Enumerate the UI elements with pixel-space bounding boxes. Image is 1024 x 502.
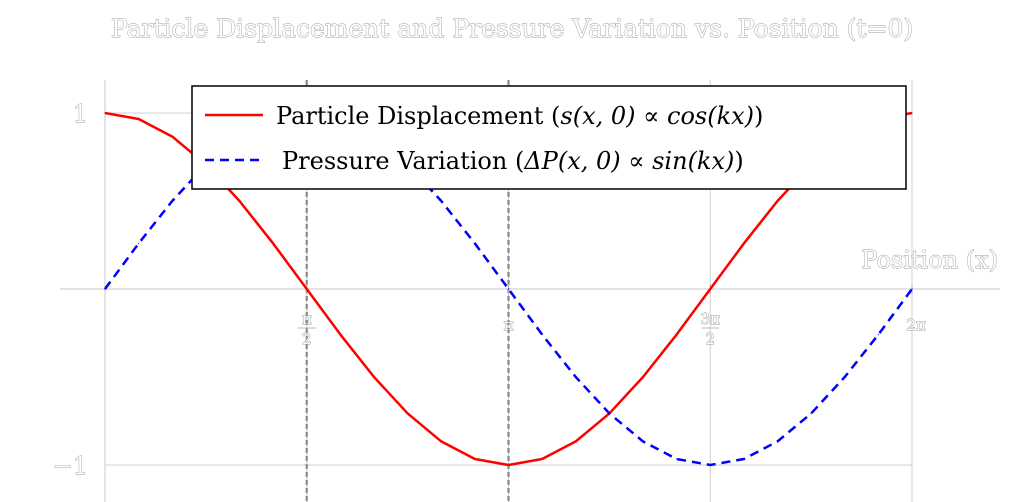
legend-pressure-formula: ΔP(x, 0) ∝ sin(kx) (523, 147, 734, 175)
series-1-point-23 (877, 333, 879, 336)
legend-entry-displacement: Particle Displacement (s(x, 0) ∝ cos(kx)… (276, 102, 763, 130)
series-1-point-1 (138, 242, 140, 245)
y-tick-label-1: −1 (53, 452, 88, 480)
legend-displacement-suffix: ) (754, 102, 763, 130)
series-1-point-24 (911, 288, 913, 290)
legend-pressure-suffix: ) (734, 147, 743, 175)
x-tick-denominator-2: 2 (705, 330, 715, 348)
series-1-point-12 (507, 288, 510, 290)
legend-box (191, 85, 907, 190)
series-1-point-14 (575, 376, 577, 378)
x-tick-denominator-0: 2 (302, 330, 312, 348)
series-0-point-5 (272, 242, 274, 245)
series-0-point-8 (373, 376, 375, 378)
x-tick-label-1: π (504, 316, 514, 334)
series-0-point-10 (440, 440, 442, 443)
y-tick-label-0: 1 (73, 100, 88, 128)
series-0-point-12 (507, 464, 510, 466)
series-0-point-20 (776, 200, 779, 202)
series-1-point-10 (440, 200, 442, 202)
series-0-point-11 (474, 458, 476, 460)
series-0-point-13 (541, 458, 543, 460)
series-0-point-2 (171, 135, 173, 138)
series-1-point-18 (709, 464, 711, 466)
series-0-point-0 (104, 112, 106, 114)
series-1-point-2 (171, 200, 173, 202)
series-1-point-21 (810, 412, 812, 415)
legend-displacement-formula: s(x, 0) ∝ cos(kx) (560, 102, 754, 130)
legend: Particle Displacement (s(x, 0) ∝ cos(kx)… (191, 85, 907, 190)
series-1-point-19 (743, 458, 745, 460)
series-1-point-11 (474, 242, 476, 245)
x-tick-label-3: 2π (906, 316, 926, 334)
series-1-point-20 (776, 440, 779, 443)
series-1-point-17 (676, 458, 678, 460)
series-0-point-6 (306, 288, 308, 290)
series-0-point-18 (709, 288, 711, 290)
legend-pressure-prefix: Pressure Variation ( (282, 147, 524, 175)
series-0-point-14 (575, 440, 577, 443)
series-0-point-19 (743, 242, 745, 245)
series-1-point-13 (541, 333, 543, 336)
chart-title: Particle Displacement and Pressure Varia… (111, 14, 913, 43)
series-1-point-15 (608, 412, 610, 415)
series-0-point-17 (676, 333, 678, 336)
series-0-point-16 (642, 376, 644, 378)
series-0-point-7 (339, 333, 341, 336)
x-tick-numerator-0: π (302, 310, 312, 328)
legend-entry-pressure: Pressure Variation (ΔP(x, 0) ∝ sin(kx)) (282, 147, 744, 175)
series-1-point-0 (104, 288, 106, 290)
x-axis-label: Position (x) (861, 246, 998, 274)
series (103, 111, 914, 467)
series-0-point-9 (407, 412, 409, 415)
series-0-point-4 (238, 200, 241, 202)
series-1-point-16 (642, 440, 644, 443)
legend-displacement-prefix: Particle Displacement ( (276, 102, 560, 130)
series-0-point-1 (138, 118, 140, 120)
x-tick-numerator-2: 3π (701, 310, 721, 328)
series-1-point-22 (844, 376, 846, 378)
series-0-point-24 (911, 112, 913, 114)
